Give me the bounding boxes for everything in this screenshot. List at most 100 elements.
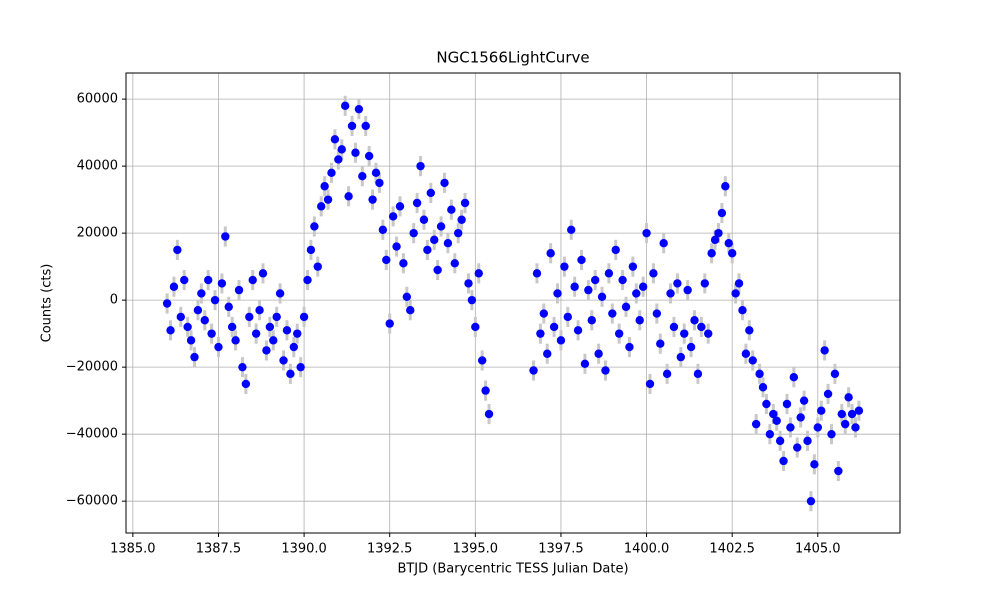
data-point bbox=[560, 262, 569, 271]
data-point bbox=[169, 282, 179, 291]
data-point bbox=[580, 359, 590, 369]
data-point bbox=[262, 346, 271, 355]
data-point bbox=[454, 228, 463, 238]
data-point bbox=[310, 222, 319, 231]
data-point bbox=[402, 292, 412, 302]
data-point bbox=[854, 406, 864, 415]
data-point bbox=[584, 285, 593, 295]
data-point bbox=[539, 309, 549, 318]
data-point bbox=[450, 259, 459, 268]
data-point bbox=[217, 279, 227, 288]
data-point bbox=[614, 329, 624, 338]
data-point bbox=[385, 319, 394, 328]
data-point bbox=[334, 155, 343, 164]
data-point bbox=[693, 369, 703, 379]
data-point bbox=[477, 356, 487, 365]
data-point bbox=[611, 245, 620, 255]
data-point bbox=[618, 275, 627, 285]
data-point bbox=[710, 235, 720, 245]
data-point bbox=[745, 326, 754, 335]
data-point bbox=[190, 352, 199, 362]
data-point bbox=[642, 228, 651, 238]
x-tick-label: 1392.5 bbox=[367, 542, 413, 557]
y-tick-label: −20000 bbox=[66, 360, 118, 375]
data-point bbox=[590, 275, 600, 285]
data-point bbox=[662, 369, 672, 379]
data-point bbox=[258, 269, 268, 278]
data-point bbox=[299, 312, 309, 322]
data-point bbox=[810, 460, 819, 469]
data-point bbox=[676, 352, 686, 362]
data-point bbox=[851, 423, 860, 432]
data-point bbox=[834, 466, 843, 476]
data-point bbox=[347, 121, 357, 131]
data-point bbox=[306, 245, 316, 255]
data-point bbox=[772, 416, 781, 425]
data-point bbox=[395, 202, 405, 211]
data-point bbox=[447, 205, 456, 214]
data-point bbox=[762, 399, 771, 409]
data-point bbox=[721, 182, 730, 191]
data-point bbox=[467, 295, 477, 305]
data-point bbox=[275, 289, 285, 298]
data-point bbox=[361, 121, 370, 131]
data-point bbox=[371, 168, 381, 178]
data-point bbox=[166, 326, 175, 335]
data-point bbox=[536, 329, 545, 338]
data-point bbox=[806, 496, 816, 506]
data-point bbox=[748, 356, 757, 365]
data-point bbox=[173, 245, 182, 255]
data-point bbox=[659, 238, 668, 248]
data-point bbox=[799, 396, 809, 405]
data-point bbox=[793, 443, 802, 452]
data-point bbox=[765, 429, 775, 439]
data-point bbox=[803, 436, 812, 446]
data-point bbox=[426, 188, 436, 198]
data-point bbox=[423, 245, 432, 255]
data-point bbox=[621, 302, 631, 312]
data-point bbox=[323, 195, 333, 204]
data-point bbox=[841, 419, 850, 429]
data-point bbox=[594, 349, 603, 358]
data-point bbox=[786, 423, 795, 432]
data-point bbox=[714, 228, 723, 238]
data-point bbox=[813, 423, 823, 432]
data-point bbox=[457, 215, 466, 224]
data-point bbox=[241, 379, 251, 389]
data-point bbox=[248, 275, 257, 285]
data-point bbox=[680, 329, 689, 338]
data-point bbox=[269, 336, 278, 345]
x-tick-label: 1405.0 bbox=[795, 542, 841, 557]
data-point bbox=[837, 409, 846, 419]
y-tick-label: 20000 bbox=[77, 226, 118, 241]
data-point bbox=[474, 269, 483, 278]
data-point bbox=[364, 151, 374, 161]
data-point bbox=[577, 255, 586, 265]
data-point bbox=[556, 336, 566, 345]
data-point bbox=[430, 235, 439, 245]
data-point bbox=[686, 342, 696, 352]
data-point bbox=[549, 322, 559, 332]
data-point bbox=[176, 312, 185, 322]
data-point bbox=[200, 316, 209, 325]
data-point bbox=[183, 322, 192, 332]
y-tick-label: 60000 bbox=[77, 92, 118, 107]
data-point bbox=[238, 362, 247, 372]
data-point bbox=[796, 413, 805, 422]
data-point bbox=[409, 228, 418, 238]
data-point bbox=[789, 373, 799, 382]
data-point bbox=[587, 316, 596, 325]
data-point bbox=[320, 182, 329, 191]
data-point bbox=[399, 259, 408, 268]
data-point bbox=[638, 282, 648, 291]
data-point bbox=[344, 192, 353, 201]
data-point bbox=[628, 262, 638, 271]
data-point bbox=[433, 265, 442, 275]
data-point bbox=[567, 225, 576, 234]
data-point bbox=[289, 342, 299, 352]
x-tick-label: 1402.5 bbox=[709, 542, 755, 557]
data-point bbox=[375, 178, 384, 188]
data-point bbox=[471, 322, 480, 332]
data-point bbox=[707, 249, 716, 258]
